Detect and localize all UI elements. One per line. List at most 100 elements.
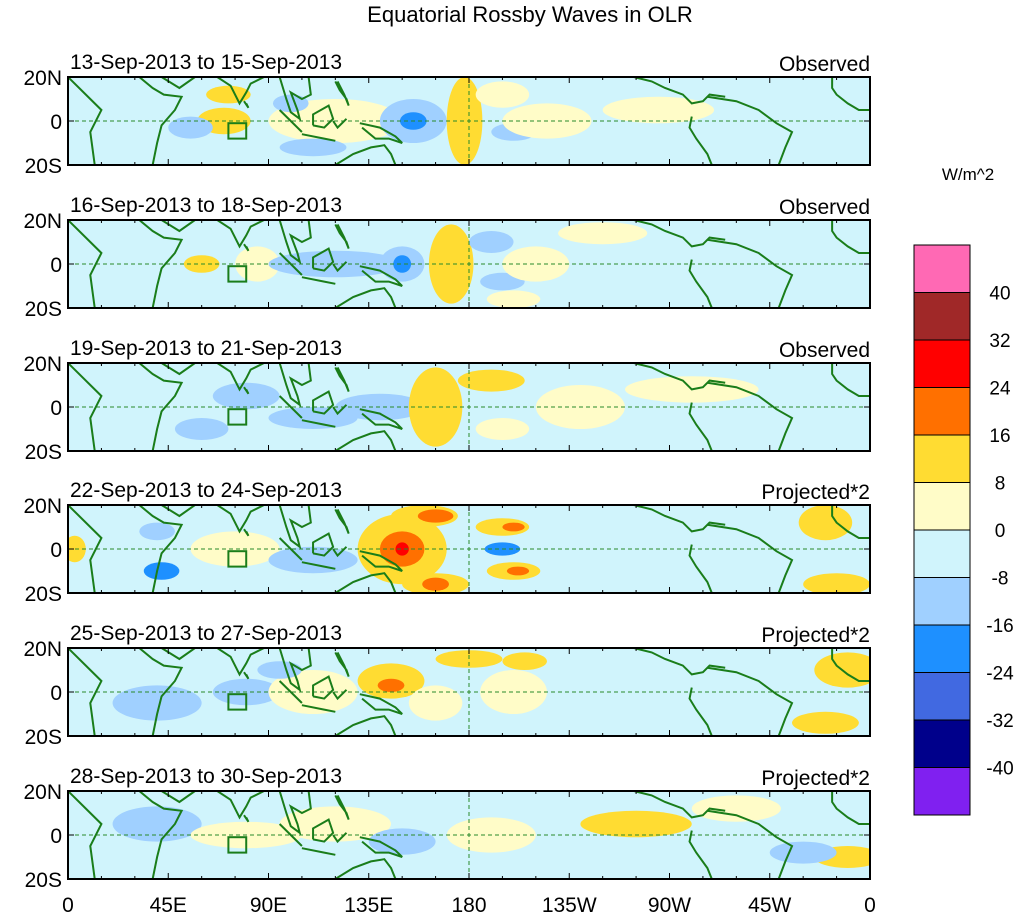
y-tick-label: 0 — [50, 254, 62, 277]
y-tick-label: 0 — [50, 682, 62, 705]
coastline — [68, 791, 103, 879]
coastline — [359, 265, 403, 287]
coastline — [633, 505, 726, 533]
coastline — [312, 818, 335, 843]
anomaly-contour — [112, 685, 202, 721]
anomaly-contour — [174, 418, 229, 440]
colorbar-swatch — [913, 292, 971, 341]
coastline — [312, 104, 335, 129]
colorbar-level-label: 40 — [989, 284, 1010, 305]
coastline — [688, 259, 713, 308]
coastline — [334, 430, 397, 451]
coastline — [831, 363, 870, 397]
y-tick-label: 0 — [50, 825, 62, 848]
y-tick-label: 20N — [23, 210, 62, 233]
coastline — [334, 223, 350, 249]
coastline — [161, 220, 196, 233]
coastline — [332, 118, 348, 130]
anomaly-contour — [168, 116, 213, 139]
y-tick-label: 20S — [25, 441, 62, 464]
coastline — [707, 809, 794, 879]
coastline — [633, 77, 726, 105]
colorbar-level-label: 32 — [989, 331, 1010, 352]
coastline — [332, 832, 348, 844]
coastline — [688, 116, 713, 165]
panel-date-range: 19-Sep-2013 to 21-Sep-2013 — [70, 337, 342, 360]
anomaly-contour — [475, 81, 530, 108]
panel-date-range: 25-Sep-2013 to 27-Sep-2013 — [70, 622, 342, 645]
colorbar-level-label: -32 — [986, 711, 1013, 732]
colorbar-level-label: -16 — [986, 616, 1013, 637]
y-tick-label: 20S — [25, 298, 62, 321]
anomaly-contour — [112, 806, 202, 842]
coastline — [216, 791, 265, 820]
colorbar-swatch — [913, 719, 971, 768]
coastline — [359, 408, 403, 430]
anomaly-contour — [469, 231, 514, 253]
anomaly-contour — [139, 522, 175, 541]
colorbar-swatch — [913, 339, 971, 388]
coastline — [633, 791, 726, 819]
region-box — [227, 265, 248, 283]
region-box — [227, 122, 248, 140]
coastline — [707, 381, 794, 451]
colorbar-swatch — [913, 529, 971, 578]
colorbar-swatch — [913, 767, 971, 816]
anomaly-contour — [814, 652, 870, 688]
coastline — [138, 648, 184, 736]
y-tick-label: 0 — [50, 539, 62, 562]
colorbar-level-label: 16 — [989, 426, 1010, 447]
region-box — [227, 693, 248, 711]
coastline — [161, 77, 196, 90]
anomaly-contour — [475, 418, 530, 440]
panel-1: 20N 0 20S 13-Sep-2013 to 15-Sep-2013 Observe… — [23, 51, 871, 178]
coastline — [359, 836, 403, 858]
y-tick-label: 20N — [23, 67, 62, 90]
coastline — [278, 823, 303, 847]
anomaly-contour — [268, 407, 358, 429]
anomaly-contour — [502, 522, 525, 532]
anomaly-contour — [395, 542, 409, 556]
colorbar-swatch — [913, 434, 971, 483]
x-tick-label: 0 — [62, 894, 74, 917]
coastline — [831, 505, 870, 539]
coastline — [707, 95, 794, 165]
anomaly-contour — [506, 566, 530, 576]
coastline — [334, 715, 397, 736]
coastline — [301, 847, 336, 856]
region-box — [227, 836, 248, 854]
y-tick-label: 20S — [25, 583, 62, 606]
y-tick-label: 0 — [50, 397, 62, 420]
coastline — [161, 363, 196, 376]
coastline — [301, 704, 336, 713]
anomaly-contour — [393, 255, 412, 273]
coastline — [312, 247, 335, 272]
anomaly-contour — [422, 577, 449, 591]
colorbar-units: W/m^2 — [942, 165, 994, 184]
chart-title: Equatorial Rossby Waves in OLR — [367, 2, 693, 27]
y-tick-label: 20S — [25, 155, 62, 178]
anomaly-contour — [602, 96, 715, 124]
colorbar-swatch — [913, 672, 971, 721]
coastline — [688, 830, 713, 879]
y-tick-label: 20N — [23, 495, 62, 518]
region-box — [227, 408, 248, 426]
colorbar-level-label: -8 — [992, 569, 1009, 590]
x-tick-label: 180 — [451, 894, 486, 917]
panel-type-label: Projected*2 — [761, 767, 870, 790]
coastline — [332, 261, 348, 273]
anomaly-contour — [457, 369, 525, 392]
panel-6: 20N 0 20S 28-Sep-2013 to 30-Sep-2013 Project… — [23, 765, 871, 892]
anomaly-contour — [417, 509, 454, 523]
x-tick-label: 90W — [648, 894, 691, 917]
coastline — [278, 252, 303, 276]
coastline — [301, 133, 336, 142]
coastline — [243, 814, 250, 823]
anomaly-contour — [502, 246, 570, 282]
coastline — [161, 791, 196, 804]
y-tick-label: 20N — [23, 781, 62, 804]
colorbar-swatch — [913, 482, 971, 531]
coastline — [161, 505, 196, 518]
panel-date-range: 22-Sep-2013 to 24-Sep-2013 — [70, 479, 342, 502]
anomaly-contour — [212, 382, 280, 410]
